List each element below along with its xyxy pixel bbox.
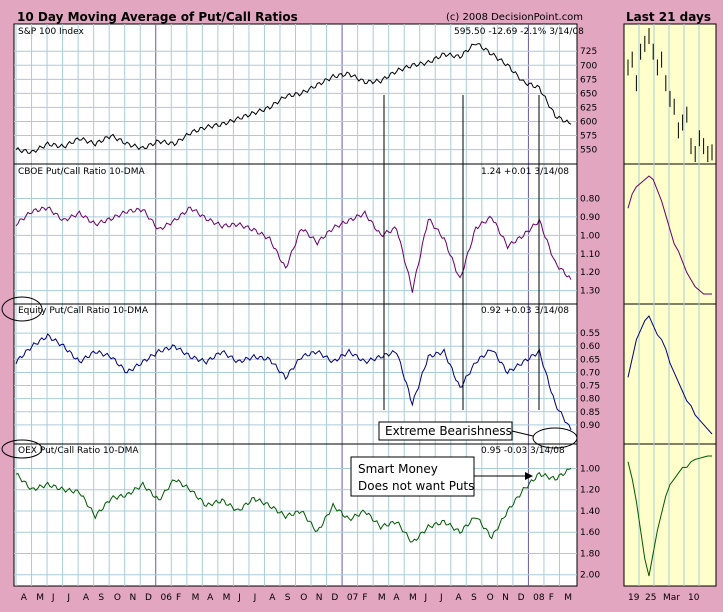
x-tick-label: M [36,593,44,603]
x-tick-label: A [393,593,400,603]
side-oex-line [627,455,712,577]
side-x-tick-label: 25 [645,593,656,603]
spx-panel-stat: 595.50 -12.69 -2.1% 3/14/08 [454,27,584,37]
y-tick-label: 0.60 [580,342,600,352]
x-tick-label: N [129,593,136,603]
x-tick-label: O [300,593,307,603]
smart-money-arrowhead [525,472,533,480]
x-tick-label: A [456,593,463,603]
side-cboe-line [627,175,712,295]
x-tick-label: D [145,593,152,603]
side-equity-line [627,315,713,435]
equity-panel-stat: 0.92 +0.03 3/14/08 [481,306,569,316]
y-tick-label: 0.75 [580,382,600,392]
x-tick-label: 07 [347,593,358,603]
y-tick-label: 650 [580,89,597,99]
y-tick-label: 0.65 [580,355,600,365]
side-plot-area [623,23,717,587]
x-tick-label: M [378,593,386,603]
y-tick-label: 1.40 [580,507,600,517]
smart-money-text-2: Does not want Puts [358,479,474,493]
cboe-panel-label: CBOE Put/Call Ratio 10-DMA [18,167,145,177]
oex-panel-stat: 0.95 -0.03 3/14/08 [481,446,565,456]
x-tick-label: J [439,593,443,603]
y-tick-label: 0.90 [580,421,600,431]
x-tick-label: M [409,593,417,603]
x-tick-label: J [253,593,257,603]
y-tick-label: 2.00 [580,571,600,581]
y-tick-label: 1.20 [580,268,600,278]
equity-panel-label: Equity Put/Call Ratio 10-DMA [18,306,149,316]
x-tick-label: 08 [533,593,545,603]
spx-panel-label: S&P 100 Index [18,27,85,37]
y-tick-label: 1.00 [580,464,600,474]
x-tick-label: S [471,593,477,603]
x-tick-label: J [66,593,70,603]
y-tick-label: 0.70 [580,368,600,378]
x-tick-label: 06 [161,593,173,603]
side-x-tick-label: Mar [663,593,680,603]
y-tick-label: 0.80 [580,395,600,405]
y-tick-label: 1.20 [580,486,600,496]
x-tick-label: A [21,593,28,603]
x-tick-label: A [269,593,276,603]
y-tick-label: 600 [580,117,597,127]
x-tick-label: J [51,593,55,603]
copyright-text: (c) 2008 DecisionPoint.com [446,12,584,23]
x-tick-label: D [331,593,338,603]
x-tick-label: F [362,593,367,603]
x-tick-label: M [223,593,231,603]
smart-money-text-1: Smart Money [358,462,438,476]
x-tick-label: D [518,593,525,603]
y-tick-label: 1.80 [580,549,600,559]
x-tick-label: A [83,593,90,603]
y-tick-label: 1.00 [580,231,600,241]
x-tick-label: J [423,593,427,603]
y-tick-label: 1.10 [580,250,600,260]
cboe-series-line [15,206,572,293]
x-tick-label: O [114,593,121,603]
x-tick-label: M [192,593,200,603]
x-tick-label: J [237,593,241,603]
y-tick-label: 550 [580,146,597,156]
oex-label-circle [1,439,43,459]
x-tick-label: S [98,593,104,603]
x-tick-label: N [502,593,509,603]
chart-title: 10 Day Moving Average of Put/Call Ratios [17,10,298,24]
chart-marks [15,28,713,577]
side-x-tick-label: 19 [628,593,640,603]
x-tick-label: O [487,593,494,603]
x-tick-label: S [285,593,291,603]
y-tick-label: 1.60 [580,528,600,538]
x-tick-label: N [316,593,323,603]
oex-series-line [15,468,572,543]
y-tick-label: 0.85 [580,408,600,418]
spx-series-line [15,43,572,154]
y-tick-label: 0.90 [580,213,600,223]
x-tick-label: F [176,593,181,603]
y-tick-label: 575 [580,132,597,142]
tick-labels: A M J J A S O N D 06 F M A M J J A S O N D 07 F M A M J J A S O N D 08 F M7… [21,47,700,603]
x-tick-label: F [549,593,554,603]
y-tick-label: 0.80 [580,194,600,204]
equity-label-circle [1,296,43,322]
oex-panel-label: OEX Put/Call Ratio 10-DMA [18,446,139,456]
side-x-tick-label: 10 [688,593,700,603]
y-tick-label: 1.30 [580,287,600,297]
x-tick-label: A [207,593,214,603]
extreme-arrow-line [511,430,534,437]
cboe-panel-stat: 1.24 +0.01 3/14/08 [481,167,569,177]
equity-series-line [15,333,572,431]
y-tick-label: 625 [580,103,597,113]
y-tick-label: 725 [580,47,597,57]
extreme-value-circle [532,427,578,449]
y-tick-label: 675 [580,75,597,85]
side-panel-title: Last 21 days [626,10,711,24]
y-tick-label: 0.55 [580,329,600,339]
x-tick-label: M [564,593,572,603]
y-tick-label: 700 [580,61,597,71]
extreme-bearishness-text: Extreme Bearishness [385,424,512,438]
